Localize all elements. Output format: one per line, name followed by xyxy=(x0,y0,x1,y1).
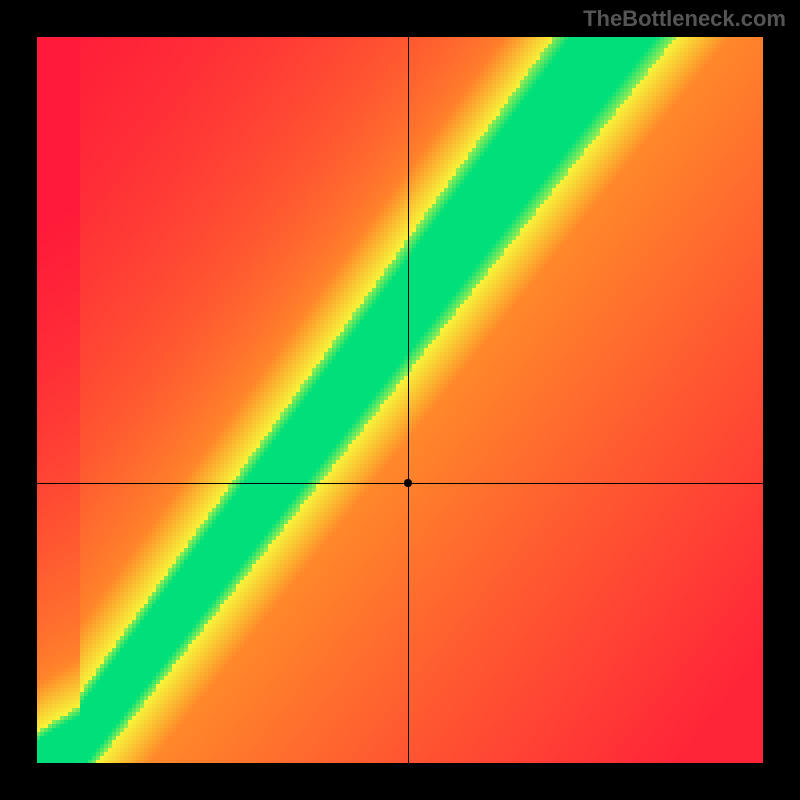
attribution-label: TheBottleneck.com xyxy=(583,6,786,32)
chart-container: TheBottleneck.com xyxy=(0,0,800,800)
bottleneck-heatmap xyxy=(0,0,800,800)
